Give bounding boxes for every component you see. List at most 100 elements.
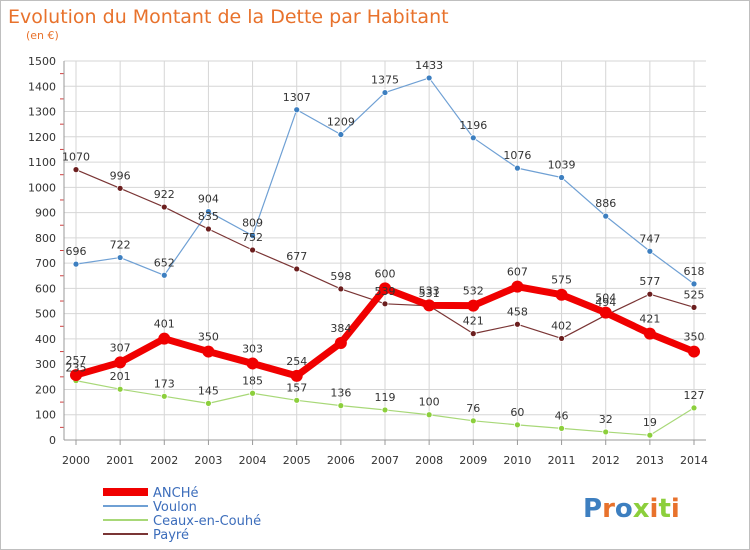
data-label-ceaux-en-couhe: 60 [510,406,524,419]
data-point-voulon [690,280,698,288]
data-label-payre: 677 [286,250,307,263]
data-label-voulon: 722 [110,239,131,252]
data-point-ceaux-en-couhe [205,399,212,407]
data-point-anche [511,280,524,293]
y-tick-label: 300 [35,358,56,371]
x-tick-label: 2007 [371,454,399,467]
data-label-anche: 532 [463,285,484,298]
data-label-anche: 350 [684,331,705,344]
y-tick-label: 400 [35,333,56,346]
data-point-anche [379,282,391,295]
data-point-voulon [514,164,521,172]
x-tick-label: 2008 [415,454,443,467]
data-point-ceaux-en-couhe [646,431,654,439]
data-point-anche [467,299,480,312]
y-tick-label: 700 [35,257,56,270]
data-point-anche [202,345,215,358]
x-tick-label: 2011 [548,454,576,467]
x-tick-label: 2010 [503,454,531,467]
data-label-voulon: 1209 [327,116,355,129]
data-point-voulon [469,134,477,142]
data-label-payre: 421 [463,315,484,328]
data-point-ceaux-en-couhe [337,402,345,410]
data-label-payre: 525 [684,288,705,301]
data-point-voulon [205,208,212,215]
x-tick-label: 2006 [327,454,355,467]
data-label-ceaux-en-couhe: 32 [599,413,613,426]
y-tick-label: 1400 [28,80,56,93]
data-label-anche: 257 [66,354,87,367]
data-point-payre [514,320,521,328]
y-tick-label: 500 [35,308,56,321]
data-label-payre: 1070 [62,151,90,164]
data-label-anche: 254 [286,355,307,368]
x-tick-label: 2000 [62,454,90,467]
data-point-ceaux-en-couhe [602,428,610,436]
data-point-voulon [293,106,301,114]
data-label-payre: 402 [551,319,572,332]
data-label-payre: 577 [639,275,660,288]
y-tick-label: 100 [35,409,56,422]
y-tick-label: 1100 [28,156,56,169]
data-label-voulon: 652 [154,256,175,269]
data-label-ceaux-en-couhe: 127 [684,389,705,402]
series-ceaux-en-couhe [72,377,698,439]
data-point-payre [249,246,256,254]
data-label-ceaux-en-couhe: 100 [419,396,440,409]
data-point-ceaux-en-couhe [116,385,124,393]
series-payre [72,166,698,342]
data-label-anche: 384 [330,322,351,335]
data-label-ceaux-en-couhe: 173 [154,377,175,390]
x-tick-label: 2014 [680,454,708,467]
data-label-voulon: 696 [66,245,87,258]
series-voulon [72,74,698,288]
data-label-voulon: 809 [242,217,263,230]
data-labels: 696 722 652 904 809 1307 1209 1375 1433 1196 1076 1… [62,59,705,429]
series-group [70,74,700,439]
data-point-voulon [381,89,389,96]
data-label-voulon: 747 [639,232,660,245]
data-label-payre: 922 [154,188,175,201]
data-point-ceaux-en-couhe [469,417,477,425]
data-label-ceaux-en-couhe: 76 [466,402,480,415]
data-label-anche: 401 [154,318,175,331]
data-label-voulon: 1039 [548,158,576,171]
data-label-ceaux-en-couhe: 19 [643,416,657,429]
data-point-payre [337,285,345,293]
data-label-ceaux-en-couhe: 46 [555,409,569,422]
x-tick-label: 2004 [239,454,267,467]
data-label-voulon: 1375 [371,74,399,87]
data-point-anche [334,336,347,349]
data-point-payre [690,303,698,311]
data-label-payre: 835 [198,210,219,223]
y-tick-label: 200 [35,383,56,396]
data-label-ceaux-en-couhe: 119 [375,391,396,404]
data-label-anche: 504 [595,292,616,305]
y-tick-label: 1000 [28,181,56,194]
data-point-ceaux-en-couhe [690,404,698,412]
data-point-anche [114,356,127,369]
chart-subtitle: (en €) [26,29,59,42]
data-label-voulon: 904 [198,193,219,206]
x-tick-label: 2005 [283,454,311,467]
data-label-voulon: 1196 [459,119,487,132]
data-point-payre [72,166,80,174]
data-label-payre: 752 [242,231,263,244]
x-tick-label: 2012 [592,454,620,467]
data-point-payre [646,290,654,298]
x-tick-label: 2013 [636,454,664,467]
data-label-payre: 539 [375,285,396,298]
legend-label-payre: Payré [153,528,189,543]
data-label-voulon: 1433 [415,59,443,72]
data-point-voulon [249,232,256,239]
chart-title: Evolution du Montant de la Dette par Hab… [8,6,449,28]
data-label-anche: 600 [375,267,396,280]
data-point-voulon [558,174,565,181]
data-label-voulon: 1307 [283,91,311,104]
x-tick-label: 2002 [150,454,178,467]
data-label-payre: 598 [330,270,351,283]
y-tick-label: 900 [35,207,56,220]
data-point-anche [158,332,171,345]
proxiti-logo-text: Proxiti [583,494,680,524]
